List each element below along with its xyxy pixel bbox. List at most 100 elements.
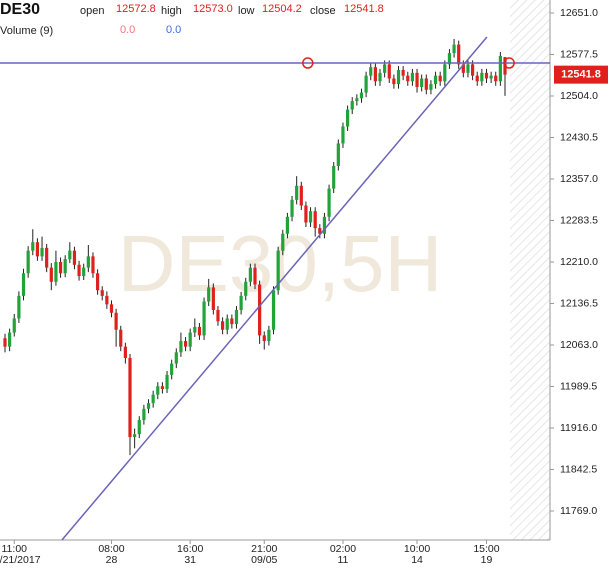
candle-body	[304, 205, 308, 223]
candle-body	[401, 70, 405, 76]
candle-body	[271, 290, 276, 330]
candle-body	[197, 326, 202, 336]
candle-body	[35, 242, 40, 257]
candle-body	[31, 242, 35, 251]
candle-body	[322, 216, 327, 234]
y-tick-label: 12430.5	[560, 131, 598, 143]
candle-body	[466, 64, 470, 73]
x-tick-label: 14	[411, 554, 423, 566]
y-tick-label: 12504.0	[560, 90, 598, 102]
candle-body	[100, 290, 104, 296]
future-area	[510, 0, 550, 540]
candle-body	[420, 78, 424, 87]
candle-body	[49, 267, 53, 282]
candle-body	[281, 233, 285, 251]
candle-body	[151, 394, 155, 404]
candle-body	[295, 185, 299, 200]
candle-body	[341, 126, 345, 144]
candle-body	[443, 64, 447, 82]
candle-body	[406, 75, 410, 82]
candle-body	[392, 78, 396, 85]
candle-body	[63, 259, 67, 274]
candle-body	[160, 386, 165, 390]
candle-body	[179, 341, 183, 353]
candle-body	[318, 228, 322, 234]
candle-body	[461, 64, 465, 73]
candle-body	[313, 211, 317, 229]
candle-body	[253, 267, 257, 285]
candle-body	[193, 326, 197, 333]
candle-body	[308, 211, 313, 223]
candle-body	[220, 321, 225, 330]
x-tick-label: 11	[338, 554, 349, 566]
candle-body	[369, 67, 373, 76]
y-tick-label: 12577.5	[560, 48, 598, 60]
candle-body	[230, 318, 234, 325]
candle-body	[165, 374, 169, 390]
y-tick-label: 11842.5	[560, 463, 597, 475]
y-tick-label: 11989.5	[560, 380, 597, 392]
candle-body	[207, 287, 211, 302]
x-tick-label: 08/21/2017	[0, 554, 41, 566]
candle-body	[26, 250, 30, 274]
candle-body	[378, 72, 382, 82]
candle-body	[58, 261, 63, 274]
candle-body	[156, 386, 160, 395]
y-tick-label: 12283.5	[560, 214, 598, 226]
candle-body	[470, 64, 475, 76]
candle-body	[72, 250, 77, 265]
line-handle	[503, 57, 515, 69]
candle-body	[410, 72, 415, 82]
x-tick-label: 28	[106, 554, 118, 566]
header-label: low	[238, 5, 255, 17]
x-tick-label: 10:00	[404, 543, 430, 555]
candle-body	[332, 165, 336, 189]
candle-body	[133, 434, 137, 438]
candle-body	[494, 75, 498, 82]
x-tick-label: 02:00	[330, 543, 356, 555]
candle-body	[244, 281, 248, 296]
candle-body	[8, 332, 12, 347]
candle-body	[239, 295, 243, 310]
volume-label: Volume (9)	[0, 25, 53, 37]
x-tick-label: 31	[184, 554, 196, 566]
candle-body	[355, 98, 359, 102]
line-handle	[302, 57, 314, 69]
x-tick-label: 19	[481, 554, 493, 566]
header-value: 12541.8	[344, 3, 384, 15]
x-tick-label: 09/05	[251, 554, 277, 566]
candle-body	[12, 318, 16, 333]
y-tick-label: 11769.0	[560, 505, 597, 517]
candle-body	[174, 352, 178, 364]
header-value: 12573.0	[193, 3, 233, 15]
candle-body	[498, 55, 502, 82]
candle-body	[109, 304, 114, 313]
candle-body	[170, 363, 174, 375]
header-label: close	[310, 5, 336, 17]
candle-body	[21, 273, 26, 296]
candle-body	[299, 185, 303, 206]
candle-body	[452, 44, 456, 54]
candle-body	[285, 216, 290, 234]
y-tick-label: 12136.5	[560, 297, 598, 309]
candle-body	[183, 341, 188, 347]
candle-body	[114, 312, 118, 330]
candle-body	[202, 301, 206, 336]
candle-body	[128, 357, 132, 438]
candle-body	[68, 250, 72, 260]
candle-body	[45, 247, 49, 268]
candle-body	[225, 318, 229, 330]
volume-value: 0.0	[120, 24, 135, 36]
volume-value: 0.0	[166, 24, 181, 36]
candle-body	[327, 188, 331, 217]
candle-body	[480, 72, 484, 82]
candle-body	[211, 287, 215, 310]
header-label: open	[80, 5, 104, 17]
candle-body	[396, 70, 401, 85]
x-tick-label: 11:00	[2, 543, 28, 555]
candle-body	[336, 143, 340, 166]
candle-body	[345, 109, 350, 127]
candle-body	[359, 92, 364, 99]
candle-body	[258, 284, 262, 336]
x-tick-label: 21:00	[251, 543, 277, 555]
